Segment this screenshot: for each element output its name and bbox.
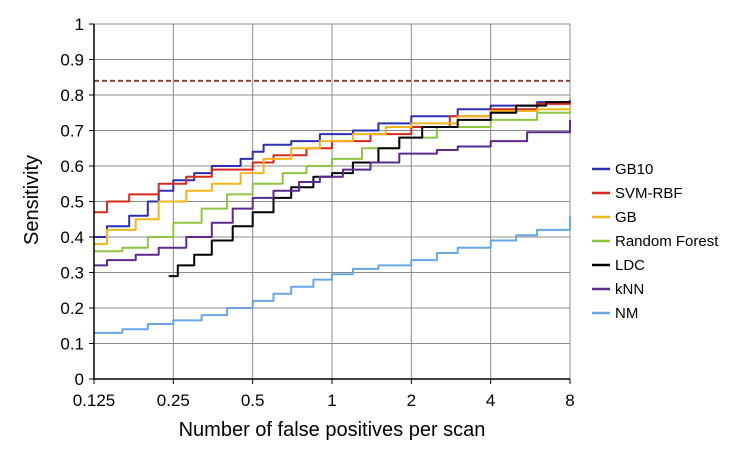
x-tick-label: 0.125 bbox=[73, 391, 116, 410]
y-tick-label: 0.8 bbox=[60, 86, 84, 105]
legend-label-gb: GB bbox=[615, 209, 637, 226]
y-tick-label: 0.3 bbox=[60, 264, 84, 283]
legend-label-nm: NM bbox=[615, 305, 638, 322]
y-tick-label: 0 bbox=[75, 370, 84, 389]
series-line-gb10 bbox=[94, 100, 571, 238]
x-tick-label: 8 bbox=[565, 391, 574, 410]
y-tick-label: 0.2 bbox=[60, 299, 84, 318]
legend-label-ldc: LDC bbox=[615, 257, 645, 274]
x-axis-title: Number of false positives per scan bbox=[179, 419, 486, 441]
legend-label-random-forest: Random Forest bbox=[615, 233, 719, 250]
series-line-gb bbox=[94, 107, 571, 246]
legend-label-svm-rbf: SVM-RBF bbox=[615, 185, 683, 202]
x-tick-label: 4 bbox=[486, 391, 495, 410]
y-tick-label: 0.1 bbox=[60, 335, 84, 354]
legend-label-gb10: GB10 bbox=[615, 161, 653, 178]
y-tick-label: 0.4 bbox=[60, 228, 84, 247]
y-tick-label: 0.7 bbox=[60, 122, 84, 141]
series-line-nm bbox=[94, 215, 571, 334]
axis-layer bbox=[89, 23, 571, 384]
series-line-knn bbox=[94, 119, 571, 267]
tick-label-layer: 0 0.1 0.2 0.3 0.4 0.5 0.6 0.7 0.8 0.9 1 0.125 0.25 0.… bbox=[60, 15, 574, 410]
x-tick-label: 0.5 bbox=[241, 391, 265, 410]
legend-label-knn: kNN bbox=[615, 281, 644, 298]
x-tick-label: 2 bbox=[407, 391, 416, 410]
series-layer bbox=[94, 100, 571, 334]
y-tick-label: 0.6 bbox=[60, 157, 84, 176]
series-line-random-forest bbox=[94, 111, 571, 253]
series-line-ldc bbox=[168, 101, 570, 278]
legend: GB10 SVM-RBF GB Random Forest LDC kNN NM bbox=[592, 161, 719, 322]
y-axis-title: Sensitivity bbox=[21, 155, 43, 245]
y-tick-label: 1 bbox=[75, 15, 84, 34]
y-tick-label: 0.9 bbox=[60, 51, 84, 70]
x-tick-label: 0.25 bbox=[157, 391, 190, 410]
x-tick-label: 1 bbox=[327, 391, 336, 410]
y-tick-label: 0.5 bbox=[60, 193, 84, 212]
